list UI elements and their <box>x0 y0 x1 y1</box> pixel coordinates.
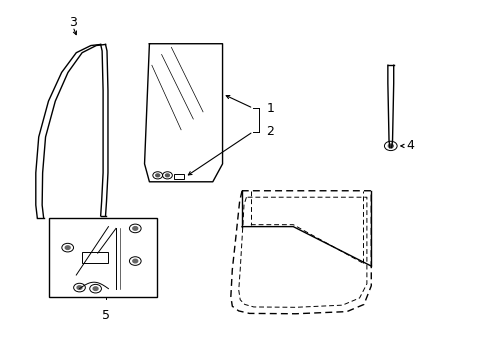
Circle shape <box>156 174 159 177</box>
Circle shape <box>387 144 392 148</box>
Text: 5: 5 <box>102 309 109 322</box>
Text: 3: 3 <box>69 17 77 30</box>
Bar <box>173 174 183 179</box>
Circle shape <box>165 174 169 177</box>
Bar <box>81 252 108 264</box>
Circle shape <box>133 226 138 230</box>
Bar <box>49 218 157 297</box>
Circle shape <box>133 259 138 263</box>
Circle shape <box>77 286 82 289</box>
Text: 2: 2 <box>266 125 274 138</box>
Circle shape <box>93 287 98 291</box>
Text: 1: 1 <box>266 102 274 115</box>
Text: 4: 4 <box>405 139 413 152</box>
Circle shape <box>65 246 70 249</box>
